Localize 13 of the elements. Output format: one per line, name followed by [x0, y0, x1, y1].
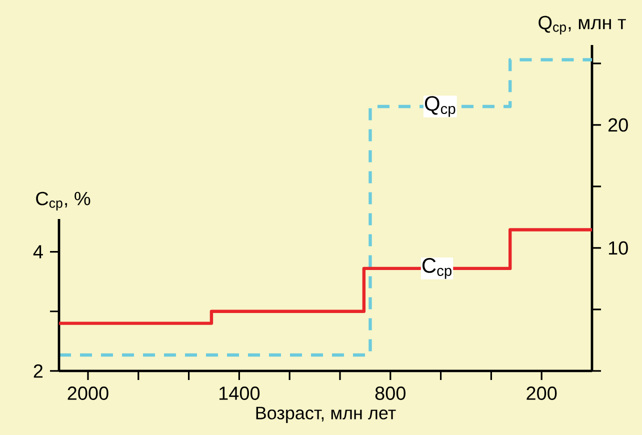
x-tick-label: 1400	[219, 386, 260, 400]
x-tick-label: 800	[375, 386, 406, 400]
series-label: Q$_{ср}$	[424, 96, 456, 117]
x-axis-title: Возраст, млн лет	[256, 406, 396, 423]
y-tick-label: 2	[34, 364, 43, 378]
x-tick-label: 200	[526, 386, 557, 400]
x-tick-label: 2000	[68, 386, 108, 400]
y-axis-title: C$_{ср}$, %	[36, 192, 90, 210]
series-label: C$_{ср}$	[422, 258, 452, 279]
y2-tick-label: 10	[608, 241, 628, 255]
y2-axis-title: Q$_{ср}$, млн т	[538, 16, 626, 34]
y2-tick-label: 20	[608, 118, 628, 132]
y-tick-label: 4	[33, 245, 43, 258]
